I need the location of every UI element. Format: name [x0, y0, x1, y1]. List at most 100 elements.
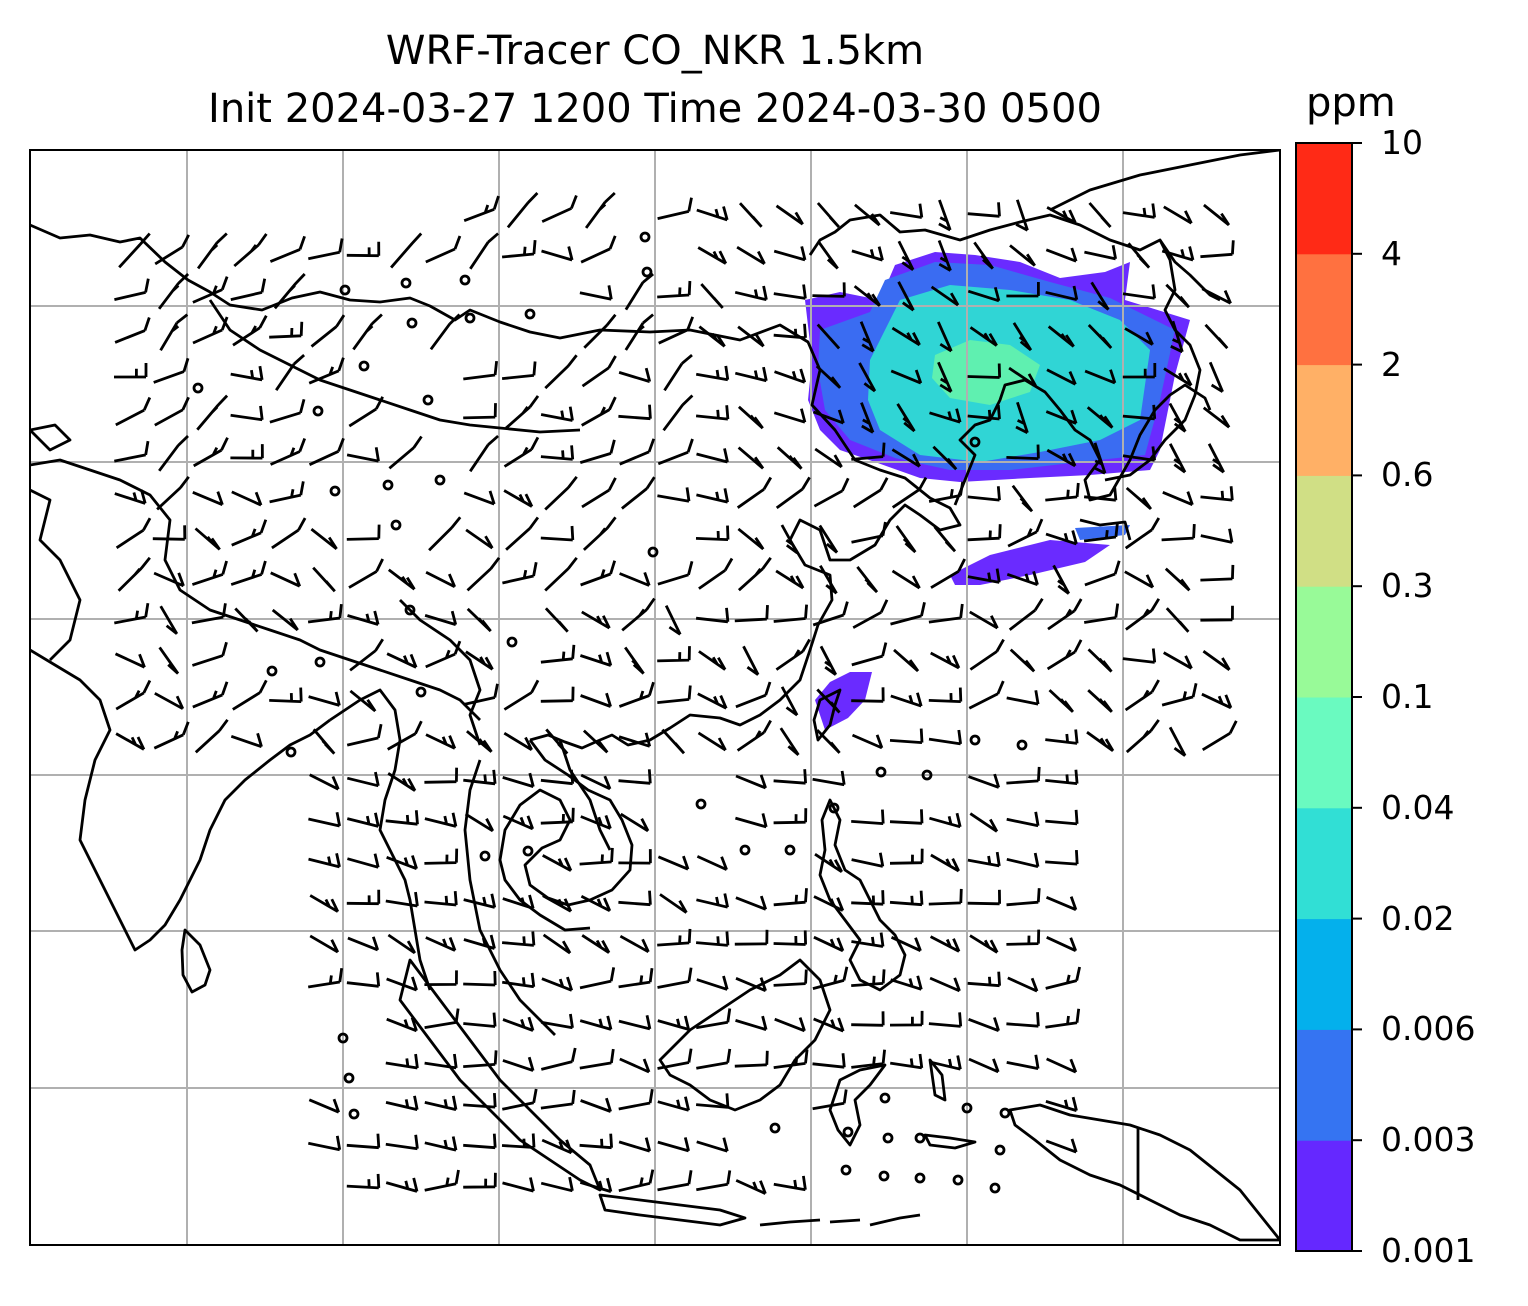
wind-barb-188	[891, 476, 928, 509]
wind-barb-125	[463, 403, 497, 420]
wind-barb-424	[1045, 896, 1078, 911]
wind-barb-182	[657, 487, 691, 503]
wind-barb-335	[312, 728, 336, 755]
wind-barb-122	[230, 405, 264, 422]
tracer-region-taiwan	[815, 672, 872, 730]
wind-barb-36	[817, 241, 839, 270]
coastline-inland-north	[808, 213, 1221, 302]
wind-barb-436	[734, 929, 769, 946]
wind-barb-100	[501, 361, 537, 380]
coastline-srilanka	[180, 928, 212, 994]
wind-barb-380	[620, 812, 650, 833]
wind-barb-484	[424, 1053, 458, 1070]
wind-barb-176	[269, 481, 305, 504]
wind-barb-110	[890, 369, 923, 385]
wind-barb-474	[735, 1015, 768, 1031]
calm-wind-marker-33	[1016, 739, 1028, 751]
wind-barb-444	[1046, 936, 1078, 952]
wind-barb-520	[579, 1133, 613, 1150]
wind-barb-45	[1161, 246, 1195, 262]
wind-barb-486	[502, 1056, 535, 1072]
wind-barb-254	[191, 603, 227, 625]
wind-barb-466	[424, 1008, 460, 1029]
wind-barb-236	[619, 571, 651, 587]
wind-barb-89	[1047, 325, 1075, 348]
wind-barb-495	[851, 1049, 886, 1069]
coastline-sulawesi	[828, 1063, 887, 1147]
calm-wind-marker-14	[382, 479, 394, 491]
wind-barb-222	[1200, 528, 1234, 544]
wind-barb-318	[735, 681, 772, 709]
wind-barb-205	[465, 528, 494, 550]
wind-barb-249	[1124, 570, 1155, 589]
wind-barb-216	[967, 524, 1002, 542]
wind-barb-373	[346, 812, 380, 828]
wind-barb-377	[502, 814, 535, 831]
wind-barb-415	[696, 893, 729, 909]
wind-barb-343	[618, 732, 652, 748]
calm-wind-marker-15	[434, 474, 446, 486]
wind-barb-406	[346, 889, 381, 906]
wind-barb-433	[619, 934, 650, 954]
wind-barb-61	[930, 285, 960, 307]
wind-barb-35	[773, 246, 807, 262]
calm-wind-marker-45	[994, 1144, 1006, 1156]
wind-barb-52	[579, 285, 613, 301]
calm-wind-marker-1	[339, 284, 351, 296]
wind-barb-512	[1045, 1096, 1078, 1112]
colorbar-segment-2	[1296, 1029, 1352, 1141]
wind-barb-111	[937, 361, 953, 393]
calm-wind-marker-36	[343, 1072, 355, 1084]
wind-barb-155	[540, 445, 575, 461]
border-inland-4	[399, 599, 482, 746]
wind-barb-232	[466, 556, 501, 592]
wind-barb-449	[463, 970, 497, 987]
wind-barb-410	[502, 894, 535, 910]
wind-barb-86	[937, 321, 953, 353]
wind-barb-30	[501, 239, 537, 259]
wind-barb-14	[1015, 199, 1029, 232]
calm-wind-marker-10	[312, 405, 324, 417]
coastline-halmahera	[928, 1058, 947, 1102]
wind-barb-154	[503, 436, 540, 468]
wind-barb-141	[1086, 406, 1114, 429]
wind-barb-160	[737, 446, 765, 470]
wind-barb-445	[307, 968, 344, 989]
wind-barb-170	[1168, 443, 1187, 474]
wind-barb-411	[542, 894, 573, 913]
colorbar-tick-label: 4	[1381, 233, 1402, 273]
wind-barb-132	[737, 405, 764, 430]
wind-barb-28	[425, 235, 462, 264]
wind-barb-121	[196, 394, 229, 431]
wind-barb-178	[503, 489, 534, 508]
wind-barb-464	[1045, 966, 1081, 990]
wind-barb-531	[579, 1177, 613, 1193]
colorbar-frame	[1295, 142, 1353, 1252]
wind-barb-309	[308, 691, 341, 707]
wind-barb-432	[581, 934, 611, 954]
wind-barb-364	[580, 773, 612, 791]
wind-barb-462	[967, 971, 1001, 988]
wind-barb-244	[930, 558, 966, 589]
wind-barb-41	[1009, 244, 1036, 267]
wind-barb-453	[618, 968, 654, 989]
wind-barb-175	[231, 490, 263, 507]
wind-barb-13	[967, 202, 1001, 218]
wind-barb-240	[775, 569, 805, 590]
wind-barb-390	[347, 853, 380, 869]
calm-wind-marker-18	[506, 636, 518, 648]
wind-barb-209	[695, 525, 730, 541]
wind-barb-134	[812, 409, 845, 425]
wind-barb-153	[469, 434, 500, 473]
wind-barb-296	[930, 651, 961, 670]
calm-wind-marker-29	[828, 802, 840, 814]
wind-barb-159	[696, 448, 729, 464]
wind-barb-421	[928, 888, 963, 906]
wind-barb-469	[540, 1013, 574, 1030]
wind-barb-359	[387, 772, 417, 792]
wind-barb-169	[1122, 446, 1156, 462]
wind-barb-53	[624, 272, 654, 311]
colorbar-segment-1	[1296, 1140, 1352, 1252]
wind-barb-306	[192, 681, 229, 709]
wind-barb-213	[851, 521, 887, 544]
